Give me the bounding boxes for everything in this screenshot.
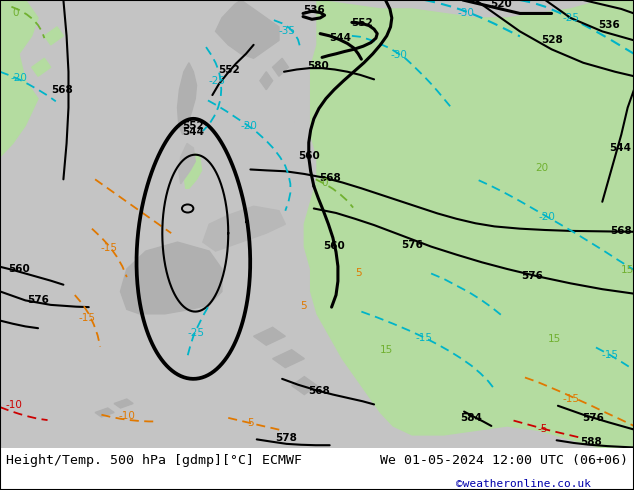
Text: -15: -15 [415, 333, 432, 343]
Text: 568: 568 [611, 226, 632, 236]
Text: -15: -15 [79, 313, 96, 323]
Text: 544: 544 [330, 33, 351, 43]
Text: 5: 5 [300, 301, 306, 311]
Polygon shape [273, 58, 288, 76]
Polygon shape [273, 350, 304, 368]
Polygon shape [13, 94, 32, 112]
Text: 0: 0 [321, 178, 328, 188]
Text: 552: 552 [219, 65, 240, 75]
Polygon shape [44, 27, 63, 45]
Text: -20: -20 [11, 73, 27, 83]
Text: -15: -15 [101, 243, 117, 253]
Polygon shape [184, 152, 202, 188]
Polygon shape [95, 408, 114, 417]
Text: 536: 536 [303, 5, 325, 15]
Polygon shape [32, 58, 51, 76]
Text: 568: 568 [319, 172, 340, 183]
Text: 584: 584 [460, 413, 482, 423]
Polygon shape [114, 399, 133, 408]
Text: 580: 580 [307, 61, 329, 72]
Text: 20: 20 [536, 163, 548, 173]
Text: -15: -15 [602, 350, 618, 360]
Text: 588: 588 [580, 437, 602, 446]
Text: 576: 576 [582, 413, 604, 423]
Text: 560: 560 [8, 264, 30, 274]
Text: 520: 520 [490, 0, 512, 9]
Text: -10: -10 [6, 400, 22, 410]
Text: 552: 552 [351, 18, 373, 28]
Text: 576: 576 [522, 271, 543, 281]
Text: -15: -15 [562, 394, 579, 404]
Text: 578: 578 [276, 434, 297, 443]
Polygon shape [254, 327, 285, 345]
Text: -30: -30 [458, 8, 474, 19]
Text: 528: 528 [541, 35, 562, 46]
Text: -25: -25 [562, 13, 579, 23]
Text: 15: 15 [621, 265, 634, 275]
Text: -5: -5 [538, 424, 548, 434]
Text: -10: -10 [119, 411, 135, 421]
Polygon shape [203, 206, 285, 251]
Text: We 01-05-2024 12:00 UTC (06+06): We 01-05-2024 12:00 UTC (06+06) [380, 454, 628, 467]
Text: 568: 568 [51, 85, 73, 95]
Text: -30: -30 [391, 49, 408, 60]
Text: 560: 560 [323, 241, 345, 251]
Polygon shape [304, 0, 634, 448]
Text: Height/Temp. 500 hPa [gdmp][°C] ECMWF: Height/Temp. 500 hPa [gdmp][°C] ECMWF [6, 454, 302, 467]
Text: -20: -20 [241, 122, 257, 131]
Text: 536: 536 [598, 20, 619, 30]
Text: -25: -25 [188, 328, 204, 338]
Polygon shape [0, 0, 38, 157]
Text: 15: 15 [548, 334, 561, 343]
Text: -35: -35 [279, 26, 295, 36]
Text: -25: -25 [209, 75, 225, 86]
Text: -20: -20 [538, 212, 555, 221]
Polygon shape [260, 72, 273, 90]
Polygon shape [179, 144, 195, 184]
Polygon shape [216, 0, 279, 58]
Text: 544: 544 [183, 127, 204, 137]
Polygon shape [292, 377, 317, 394]
Text: 5: 5 [355, 269, 361, 278]
Text: 544: 544 [609, 143, 631, 153]
Text: 15: 15 [380, 344, 393, 355]
Polygon shape [178, 63, 197, 135]
Polygon shape [120, 242, 222, 314]
Text: 0: 0 [13, 7, 19, 18]
Text: 576: 576 [401, 240, 423, 250]
Text: 560: 560 [299, 151, 320, 161]
Text: 568: 568 [308, 386, 330, 396]
Text: ©weatheronline.co.uk: ©weatheronline.co.uk [456, 479, 592, 489]
Text: 576: 576 [27, 295, 49, 305]
Text: 5: 5 [247, 418, 254, 428]
Text: 552: 552 [183, 121, 204, 130]
